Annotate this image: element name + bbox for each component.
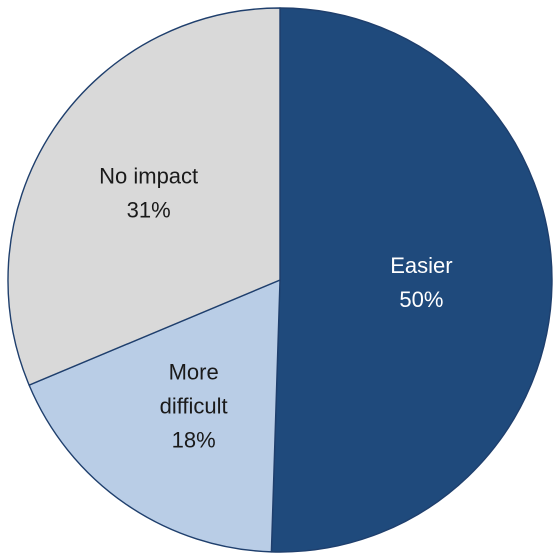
pie-slice-no-impact (7, 7, 281, 386)
pie-slice-easier (270, 7, 553, 553)
pie-slices (7, 7, 553, 553)
pie-slice-more-difficult (28, 279, 281, 553)
pie-label-more-difficult: More difficult 18% (160, 359, 228, 452)
pie-labels: Easier 50% More difficult 18% No impact 31% (99, 164, 452, 453)
pie-label-easier: Easier 50% (390, 253, 452, 312)
pie-label-no-impact: No impact 31% (99, 164, 198, 223)
